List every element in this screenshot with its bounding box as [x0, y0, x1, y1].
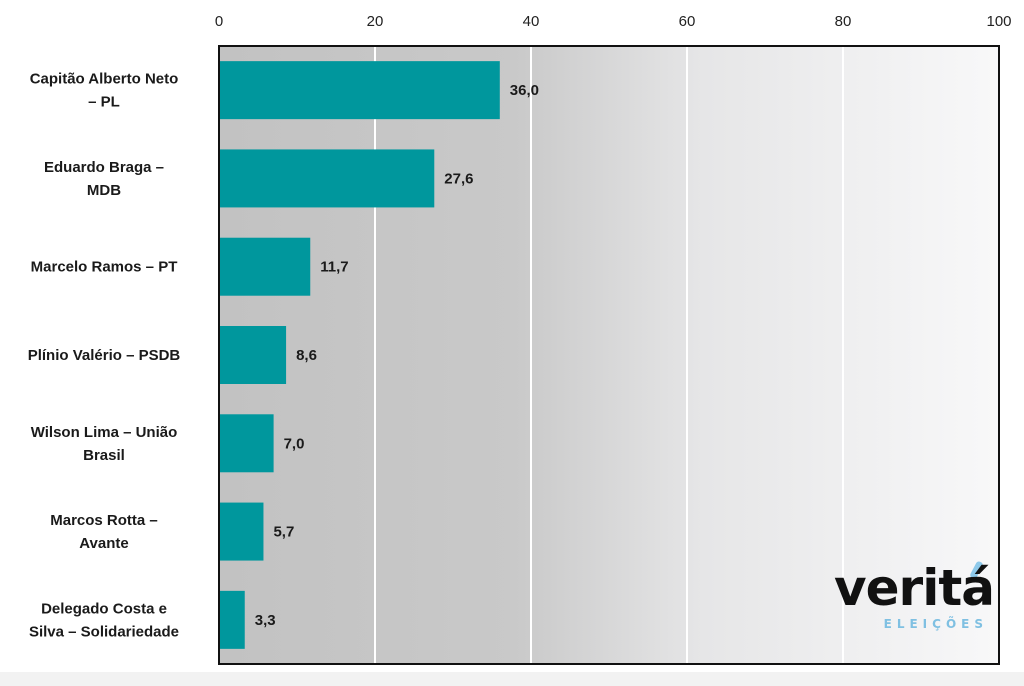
- plot-area: [219, 46, 999, 664]
- bar: [219, 414, 274, 473]
- bar: [219, 326, 287, 384]
- category-label: Plínio Valério – PSDB: [28, 347, 181, 364]
- category-labels: Capitão Alberto Neto – PL Eduardo Braga – M…: [28, 71, 181, 641]
- x-tick-label: 20: [367, 13, 384, 30]
- verita-logo: veritá ELEIÇÕES: [809, 557, 995, 642]
- category-label: Delegado Costa e Silva – Solidariedade: [29, 600, 179, 640]
- x-axis-ticks: 0 20 40 60 80 100: [215, 13, 1012, 30]
- bar: [219, 61, 500, 120]
- category-label: Marcos Rotta – Avante: [50, 512, 158, 552]
- category-label: Marcelo Ramos – PT: [31, 259, 178, 276]
- bar-value-label: 3,3: [255, 612, 276, 629]
- value-labels: 36,0 27,6 11,7 8,6 7,0 5,7 3,3: [255, 82, 539, 629]
- gridlines: [374, 46, 844, 664]
- bar-value-label: 36,0: [510, 82, 539, 99]
- x-tick-label: 0: [215, 13, 223, 30]
- plot-frame: [218, 45, 1000, 665]
- bar: [219, 237, 311, 296]
- bar-value-label: 8,6: [296, 347, 317, 364]
- bar-value-label: 7,0: [284, 435, 305, 452]
- category-label: Capitão Alberto Neto – PL: [30, 71, 179, 111]
- bar: [219, 149, 435, 208]
- footer-band: [0, 672, 1024, 686]
- bar: [219, 502, 264, 561]
- bar: [219, 590, 245, 649]
- x-tick-label: 40: [523, 13, 540, 30]
- bars: [219, 61, 500, 649]
- bar-value-label: 27,6: [444, 170, 473, 187]
- x-tick-label: 60: [679, 13, 696, 30]
- bar-value-label: 5,7: [273, 524, 294, 541]
- logo-subtitle: ELEIÇÕES: [883, 617, 988, 631]
- bar-value-label: 11,7: [320, 259, 348, 276]
- x-tick-label: 80: [835, 13, 852, 30]
- category-label: Wilson Lima – União Brasil: [31, 424, 178, 464]
- category-label: Eduardo Braga – MDB: [44, 159, 164, 199]
- x-tick-label: 100: [986, 13, 1011, 30]
- logo-wordmark: veritá: [834, 559, 995, 617]
